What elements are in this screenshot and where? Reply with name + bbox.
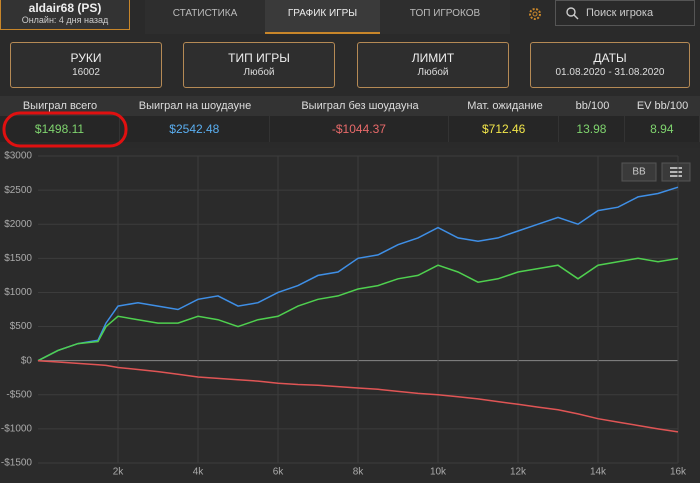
x-tick-label: 12k — [510, 467, 527, 478]
x-tick-label: 6k — [273, 467, 285, 478]
y-tick-label: $2500 — [4, 185, 32, 196]
y-tick-label: $1000 — [4, 287, 32, 298]
filter-value: Любой — [243, 67, 275, 78]
x-tick-label: 14k — [590, 467, 607, 478]
filter-label: ЛИМИТ — [411, 51, 455, 65]
menu-icon — [670, 167, 682, 177]
stat-header: Выиграл всего — [22, 100, 98, 112]
y-tick-label: $1500 — [4, 253, 32, 264]
stats-values: $1498.11 $2542.48 -$1044.37 $712.46 13.9… — [0, 116, 700, 142]
y-tick-label: -$500 — [6, 389, 32, 400]
filter-label: ДАТЫ — [593, 51, 627, 65]
chart: BB -$1500 -$1000 -$500 $0 $500 $1000 $1500 $200… — [0, 148, 700, 483]
stat-value: $2542.48 — [120, 116, 270, 142]
settings-icon[interactable] — [526, 5, 544, 23]
stat-header: EV bb/100 — [636, 100, 689, 112]
filter-label: ТИП ИГРЫ — [228, 51, 290, 65]
highlight-ellipse — [2, 111, 128, 148]
chart-bg — [0, 148, 700, 483]
stat-value: $712.46 — [449, 116, 560, 142]
stat-value: $1498.11 — [0, 116, 120, 142]
series-line — [37, 186, 679, 362]
stat-value: -$1044.37 — [270, 116, 450, 142]
player-name: aldair68 (PS) — [28, 1, 102, 15]
stat-header: Выиграл на шоудауне — [138, 100, 252, 112]
filter-label: РУКИ — [70, 51, 102, 65]
y-tick-label: $3000 — [4, 151, 32, 162]
player-status: Онлайн: 4 дня назад — [21, 15, 109, 25]
stat-header: Мат. ожидание — [467, 100, 543, 112]
filter-button[interactable]: ТИП ИГРЫ Любой — [183, 42, 335, 88]
player-card[interactable]: aldair68 (PS) Онлайн: 4 дня назад — [0, 0, 130, 30]
filter-button[interactable]: РУКИ 16002 — [10, 42, 162, 88]
y-tick-label: -$1000 — [1, 424, 33, 435]
stat-value: 13.98 — [559, 116, 625, 142]
stats-header: Выиграл всего Выиграл на шоудауне Выигра… — [0, 96, 700, 116]
filter-value: 16002 — [72, 67, 100, 78]
filter-button[interactable]: ЛИМИТ Любой — [357, 42, 509, 88]
y-tick-label: $0 — [21, 355, 33, 366]
bb-label: BB — [632, 167, 646, 178]
search-icon — [566, 7, 579, 20]
tab[interactable]: СТАТИСТИКА — [145, 0, 265, 34]
search-input[interactable]: Поиск игрока — [555, 0, 695, 26]
bb-button[interactable] — [621, 162, 657, 182]
stat-header: Выиграл без шоудауна — [301, 100, 419, 112]
y-tick-label: -$1500 — [1, 458, 33, 469]
x-tick-label: 8k — [353, 467, 365, 478]
stat-header: bb/100 — [575, 100, 610, 112]
stat-value: 8.94 — [625, 116, 700, 142]
filter-button[interactable]: ДАТЫ 01.08.2020 - 31.08.2020 — [530, 42, 690, 88]
x-tick-label: 4k — [193, 467, 205, 478]
x-tick-label: 10k — [430, 467, 447, 478]
y-tick-label: $2000 — [4, 219, 32, 230]
tab-active[interactable]: ГРАФИК ИГРЫ — [265, 0, 380, 34]
x-tick-label: 2k — [113, 467, 125, 478]
x-tick-label: 16k — [670, 467, 687, 478]
series-line — [37, 257, 679, 362]
tab[interactable]: ТОП ИГРОКОВ — [380, 0, 510, 34]
search-placeholder: Поиск игрока — [586, 7, 654, 19]
series-line — [37, 359, 679, 433]
filter-value: Любой — [417, 67, 449, 78]
y-tick-label: $500 — [10, 321, 33, 332]
filter-value: 01.08.2020 - 31.08.2020 — [555, 67, 665, 78]
